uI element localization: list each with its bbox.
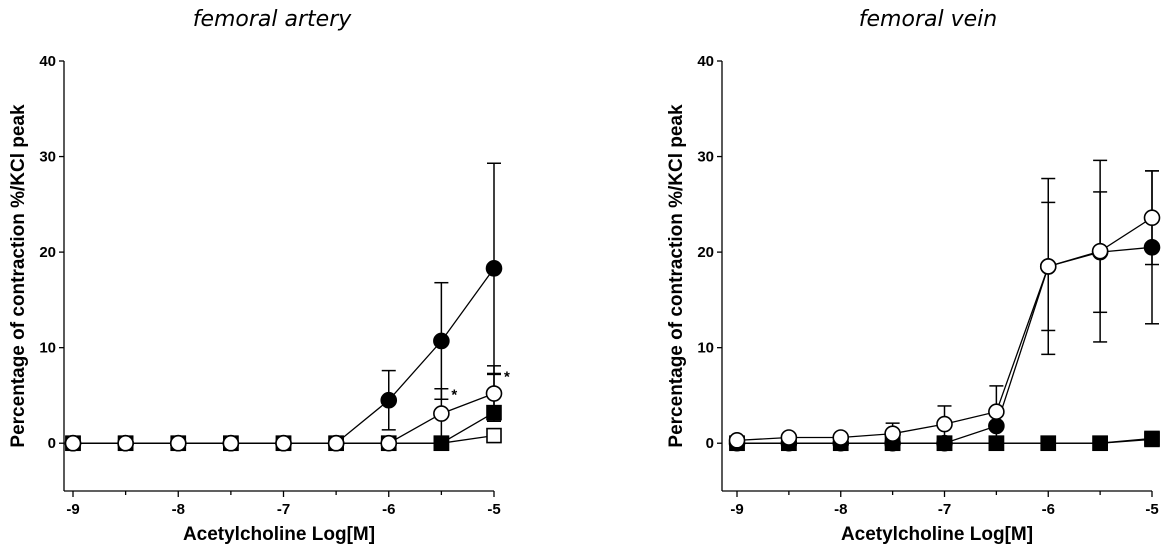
x-tick-label: -9 — [730, 501, 743, 518]
data-point — [988, 435, 1005, 452]
y-tick-label: 10 — [39, 340, 56, 357]
x-tick-label: -8 — [172, 501, 185, 518]
significance-marker: * — [504, 368, 510, 385]
x-tick-label: -6 — [1042, 501, 1055, 518]
x-axis-label: Acetylcholine Log[M] — [841, 524, 1033, 545]
x-tick-label: -5 — [1145, 501, 1158, 518]
data-point — [433, 405, 450, 422]
y-axis-label: Percentage of contraction %/KCl peak — [8, 104, 29, 448]
significance-marker: * — [451, 387, 457, 404]
data-point — [275, 434, 292, 452]
y-tick-label: 30 — [697, 149, 714, 166]
y-tick-label: 10 — [697, 340, 714, 357]
y-tick-label: 20 — [39, 244, 56, 261]
y-tick-label: 20 — [697, 244, 714, 261]
x-axis-label: Acetylcholine Log[M] — [183, 524, 375, 545]
series-line — [73, 268, 495, 444]
data-point — [988, 417, 1005, 435]
panel-femoral-artery: femoral artery 0 10 20 30 40 -9 -8 -7 -6 -5 Acetylc… — [8, 7, 510, 545]
data-point — [832, 429, 850, 446]
data-point — [988, 403, 1005, 420]
data-point — [1039, 258, 1057, 275]
x-tick-label: -7 — [938, 501, 951, 518]
y-tick-label: 40 — [39, 53, 56, 70]
data-point — [936, 415, 953, 433]
data-point — [1143, 239, 1161, 256]
data-point — [433, 435, 450, 452]
y-tick-label: 40 — [697, 53, 714, 70]
data-point — [884, 425, 901, 442]
x-tick-label: -7 — [277, 501, 290, 518]
data-point — [486, 427, 502, 444]
data-point — [486, 404, 502, 421]
data-point — [1144, 431, 1160, 448]
data-point — [728, 432, 746, 449]
data-point — [64, 434, 82, 452]
data-point — [1040, 435, 1057, 452]
data-point — [117, 434, 134, 452]
chart-title: femoral vein — [859, 7, 997, 32]
data-point — [433, 332, 450, 350]
data-point — [222, 434, 240, 452]
data-point — [485, 385, 503, 402]
chart-title: femoral artery — [193, 7, 353, 32]
data-point — [485, 260, 503, 277]
y-tick-label: 30 — [39, 149, 56, 166]
data-point — [1143, 209, 1161, 227]
panel-femoral-vein: femoral vein 0 10 20 30 40 -9 -8 -7 -6 -5 Acetylcho… — [666, 7, 1161, 545]
y-axis-label: Percentage of contraction %/KCl peak — [666, 104, 687, 448]
data-point — [1092, 435, 1108, 452]
x-tick-label: -8 — [834, 501, 847, 518]
data-point — [1091, 242, 1109, 260]
y-tick-label: 0 — [706, 435, 714, 452]
y-tick-label: 0 — [48, 435, 56, 452]
data-point — [780, 429, 798, 446]
x-tick-label: -9 — [66, 501, 79, 518]
data-point — [169, 434, 187, 452]
x-tick-label: -6 — [382, 501, 395, 518]
x-tick-label: -5 — [487, 501, 500, 518]
data-point — [327, 434, 345, 452]
data-point — [380, 391, 398, 409]
data-point — [380, 434, 398, 452]
data-point — [936, 434, 953, 452]
